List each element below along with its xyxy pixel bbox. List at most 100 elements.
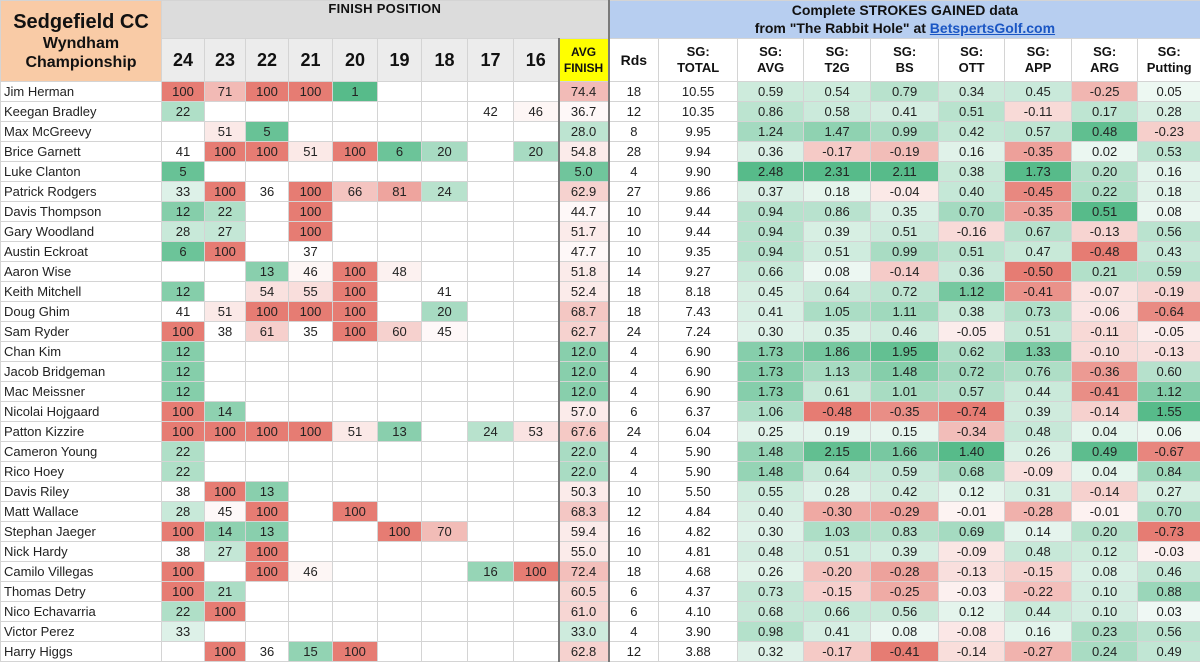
finish-19 — [378, 362, 422, 382]
avg-finish: 52.4 — [559, 282, 609, 302]
sg-ott: 0.38 — [939, 302, 1005, 322]
year-header-20: 20 — [333, 39, 378, 82]
finish-17 — [468, 302, 514, 322]
finish-24: 33 — [162, 622, 205, 642]
sg-bs: 0.41 — [871, 102, 939, 122]
finish-22 — [246, 382, 289, 402]
finish-18 — [422, 402, 468, 422]
finish-20 — [333, 462, 378, 482]
sg-arg: 0.24 — [1072, 642, 1138, 662]
finish-23: 14 — [205, 402, 246, 422]
finish-23 — [205, 462, 246, 482]
finish-17 — [468, 642, 514, 662]
sg-prefix: SG: — [1005, 44, 1071, 60]
betsperts-link[interactable]: BetspertsGolf.com — [930, 20, 1055, 36]
finish-17 — [468, 122, 514, 142]
sg-total: 3.88 — [659, 642, 738, 662]
sg-prefix: SG: — [659, 44, 737, 60]
avg-finish: 12.0 — [559, 382, 609, 402]
finish-24: 12 — [162, 362, 205, 382]
player-name: Doug Ghim — [1, 302, 162, 322]
finish-18 — [422, 102, 468, 122]
finish-20: 100 — [333, 502, 378, 522]
finish-17 — [468, 582, 514, 602]
finish-22 — [246, 402, 289, 422]
sg-ott: 0.69 — [939, 522, 1005, 542]
sg-putting: 0.06 — [1138, 422, 1200, 442]
finish-22 — [246, 462, 289, 482]
finish-16 — [514, 342, 559, 362]
sg-avg: 0.68 — [738, 602, 804, 622]
sg-app: 0.26 — [1005, 442, 1072, 462]
sg-putting: -0.67 — [1138, 442, 1200, 462]
finish-22 — [246, 582, 289, 602]
finish-21: 51 — [289, 142, 333, 162]
sg-avg: 0.94 — [738, 202, 804, 222]
finish-24: 100 — [162, 422, 205, 442]
finish-23: 100 — [205, 422, 246, 442]
sg-app: 0.51 — [1005, 322, 1072, 342]
sg-ott: 0.12 — [939, 602, 1005, 622]
finish-19 — [378, 602, 422, 622]
finish-19 — [378, 502, 422, 522]
avg-finish: 50.3 — [559, 482, 609, 502]
sg-ott: 0.51 — [939, 102, 1005, 122]
finish-22: 100 — [246, 422, 289, 442]
sg-ott: -0.09 — [939, 542, 1005, 562]
sg-arg: 0.08 — [1072, 562, 1138, 582]
avg-finish: 51.8 — [559, 262, 609, 282]
finish-24: 12 — [162, 382, 205, 402]
finish-22: 13 — [246, 482, 289, 502]
sg-bs: -0.29 — [871, 502, 939, 522]
sg-avg: 0.86 — [738, 102, 804, 122]
finish-16: 100 — [514, 562, 559, 582]
sg-putting: 0.56 — [1138, 222, 1200, 242]
sg-category: BS — [871, 60, 938, 76]
sg-bs: -0.28 — [871, 562, 939, 582]
finish-16 — [514, 82, 559, 102]
finish-18: 41 — [422, 282, 468, 302]
finish-22 — [246, 442, 289, 462]
sg-arg: -0.13 — [1072, 222, 1138, 242]
player-name: Camilo Villegas — [1, 562, 162, 582]
year-header-24: 24 — [162, 39, 205, 82]
finish-23: 22 — [205, 202, 246, 222]
avg-finish: 33.0 — [559, 622, 609, 642]
finish-17 — [468, 142, 514, 162]
sg-total: 5.50 — [659, 482, 738, 502]
finish-17 — [468, 402, 514, 422]
avg-finish: 12.0 — [559, 362, 609, 382]
finish-21 — [289, 502, 333, 522]
sg-total: 9.86 — [659, 182, 738, 202]
sg-putting: -0.13 — [1138, 342, 1200, 362]
sg-total: 7.24 — [659, 322, 738, 342]
finish-16 — [514, 382, 559, 402]
sg-total: 6.04 — [659, 422, 738, 442]
sg-putting: 0.03 — [1138, 602, 1200, 622]
finish-17 — [468, 502, 514, 522]
avg-finish: 62.8 — [559, 642, 609, 662]
sg-ott: 0.57 — [939, 382, 1005, 402]
finish-20: 100 — [333, 262, 378, 282]
finish-18 — [422, 382, 468, 402]
finish-17 — [468, 342, 514, 362]
avg-finish: 55.0 — [559, 542, 609, 562]
avg-finish: 62.9 — [559, 182, 609, 202]
sg-bs: 2.11 — [871, 162, 939, 182]
player-name: Jim Herman — [1, 82, 162, 102]
finish-17 — [468, 182, 514, 202]
finish-19 — [378, 482, 422, 502]
sg-total: 9.44 — [659, 222, 738, 242]
sg-prefix: SG: — [804, 44, 870, 60]
sg-bs: 0.51 — [871, 222, 939, 242]
sg-t2g: -0.15 — [804, 582, 871, 602]
finish-22: 100 — [246, 502, 289, 522]
sg-total: 10.35 — [659, 102, 738, 122]
sg-bs: 0.99 — [871, 242, 939, 262]
sg-ott: 0.38 — [939, 162, 1005, 182]
avg-finish-label-1: AVG — [560, 44, 608, 60]
